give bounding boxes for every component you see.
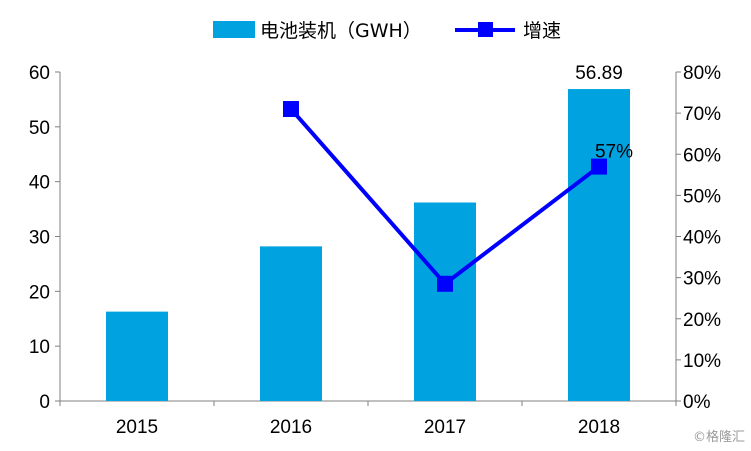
left-tick-label: 50 <box>29 118 50 139</box>
growth-marker-2016 <box>283 101 299 118</box>
left-tick-label: 10 <box>29 337 50 358</box>
right-tick-label: 60% <box>683 145 721 166</box>
left-tick-label: 30 <box>29 228 50 249</box>
bar-2018 <box>568 89 630 402</box>
left-axis-ticks: 0 10 20 30 40 50 60 <box>29 63 60 413</box>
right-tick-label: 10% <box>683 351 721 372</box>
right-axis-ticks: 0% 10% 20% 30% 40% 50% 60% 70% 80% <box>676 63 721 413</box>
legend-bar-label: 电池装机（GWH） <box>260 20 422 42</box>
right-tick-label: 20% <box>683 310 721 331</box>
x-axis-ticks: 2015 2016 2017 2018 <box>59 401 677 438</box>
left-tick-label: 60 <box>29 63 50 84</box>
watermark: ©格隆汇 <box>693 429 745 445</box>
legend-bar-swatch <box>213 21 255 38</box>
bar-2016 <box>260 246 322 401</box>
legend-line-label: 增速 <box>523 20 561 42</box>
left-tick-label: 40 <box>29 173 50 194</box>
legend-line-marker <box>478 22 493 37</box>
growth-marker-2018 <box>591 158 607 175</box>
left-tick-label: 0 <box>39 392 50 413</box>
growth-marker-2017 <box>437 275 453 292</box>
right-tick-label: 0% <box>683 392 711 413</box>
growth-value-label-2018: 57% <box>595 142 633 163</box>
right-tick-label: 40% <box>683 228 721 249</box>
right-tick-label: 70% <box>683 104 721 125</box>
left-tick-label: 20 <box>29 282 50 303</box>
right-tick-label: 30% <box>683 269 721 290</box>
bar-value-label-2018: 56.89 <box>575 63 623 84</box>
legend: 电池装机（GWH） 增速 <box>213 20 561 42</box>
x-tick-label: 2017 <box>424 417 466 438</box>
x-tick-label: 2015 <box>116 417 158 438</box>
bar-2017 <box>414 202 476 401</box>
x-tick-label: 2018 <box>578 417 620 438</box>
growth-line-series <box>283 101 607 292</box>
bar-series <box>106 89 630 402</box>
right-tick-label: 80% <box>683 63 721 84</box>
right-tick-label: 50% <box>683 186 721 207</box>
bar-2015 <box>106 311 168 401</box>
data-labels: 56.89 57% <box>575 63 633 163</box>
x-tick-label: 2016 <box>270 417 312 438</box>
